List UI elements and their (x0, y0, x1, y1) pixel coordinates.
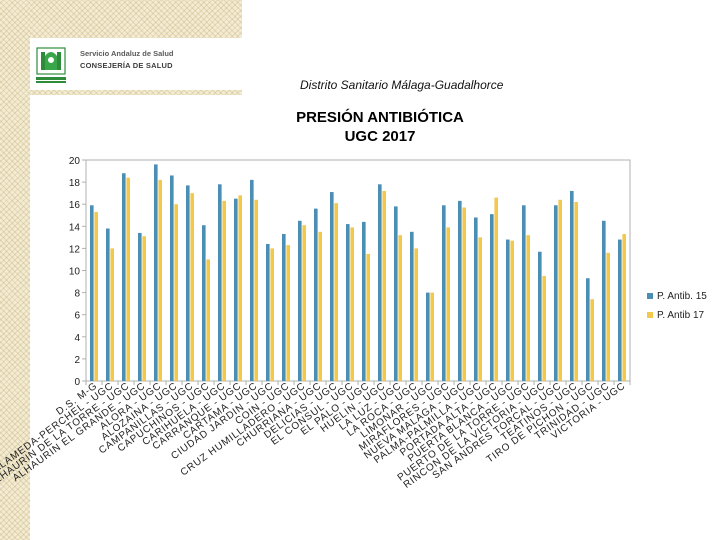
bar-p-antib-15 (298, 220, 302, 381)
y-tick-label: 20 (69, 156, 81, 167)
bar-p-antib-15 (266, 243, 270, 381)
bar-p-antib-17 (446, 227, 450, 381)
bar-p-antib-17 (606, 252, 610, 381)
bar-p-antib-15 (90, 205, 94, 381)
junta-andalucia-emblem (36, 47, 66, 83)
y-tick-label: 2 (74, 355, 80, 366)
bar-p-antib-17 (382, 190, 386, 381)
bar-p-antib-15 (442, 205, 446, 381)
bar-p-antib-15 (346, 224, 350, 381)
bar-p-antib-15 (458, 200, 462, 381)
bar-p-antib-17 (334, 203, 338, 381)
bar-p-antib-17 (126, 177, 130, 381)
bar-p-antib-17 (190, 193, 194, 381)
bar-p-antib-17 (302, 225, 306, 381)
bar-p-antib-17 (526, 235, 530, 381)
plot-frame (85, 159, 631, 382)
bar-p-antib-15 (586, 278, 590, 381)
bar-p-antib-17 (110, 248, 114, 381)
chart-title-line-2: UGC 2017 (344, 128, 416, 145)
bar-p-antib-15 (106, 228, 110, 381)
bar-p-antib-17 (622, 234, 626, 381)
bar-p-antib-17 (366, 253, 370, 381)
y-tick-label: 16 (69, 200, 81, 211)
bar-p-antib-17 (206, 259, 210, 381)
y-tick-label: 12 (69, 244, 81, 255)
bar-p-antib-17 (270, 248, 274, 381)
bar-p-antib-15 (314, 208, 318, 381)
bar-p-antib-17 (350, 227, 354, 381)
y-tick-label: 0 (74, 377, 80, 388)
bar-p-antib-17 (430, 292, 434, 381)
y-tick-label: 10 (69, 267, 81, 278)
bar-p-antib-17 (478, 237, 482, 381)
bar-p-antib-15 (138, 232, 142, 381)
legend-label: P. Antib. 15 (657, 291, 707, 302)
bar-p-antib-15 (218, 184, 222, 381)
district-subtitle: Distrito Sanitario Málaga-Guadalhorce (300, 78, 504, 92)
bar-p-antib-15 (570, 190, 574, 381)
bar-p-antib-15 (378, 184, 382, 381)
bar-p-antib-17 (398, 235, 402, 381)
logo-block: Servicio Andaluz de Salud CONSEJERÍA DE … (30, 38, 242, 90)
bar-p-antib-17 (286, 245, 290, 381)
bar-p-antib-15 (554, 205, 558, 381)
chart-title: PRESIÓN ANTIBIÓTICA UGC 2017 (260, 108, 500, 146)
bar-p-antib-17 (238, 195, 242, 381)
org-line-1: Servicio Andaluz de Salud (80, 49, 174, 58)
bar-p-antib-15 (202, 225, 206, 381)
organization-text: Servicio Andaluz de Salud CONSEJERÍA DE … (80, 48, 174, 72)
decorative-side-stripe (0, 0, 30, 540)
bar-p-antib-17 (462, 207, 466, 381)
chart-title-line-1: PRESIÓN ANTIBIÓTICA (296, 109, 464, 126)
bar-p-antib-15 (186, 185, 190, 381)
bar-p-antib-15 (506, 239, 510, 381)
y-tick-label: 18 (69, 178, 81, 189)
bar-p-antib-15 (362, 221, 366, 381)
y-tick-label: 14 (69, 222, 81, 233)
bar-p-antib-15 (618, 239, 622, 381)
bar-p-antib-17 (510, 240, 514, 381)
bar-p-antib-17 (414, 248, 418, 381)
bar-p-antib-15 (154, 164, 158, 381)
legend-swatch (647, 293, 653, 299)
bar-p-antib-15 (234, 198, 238, 381)
y-tick-label: 8 (74, 289, 80, 300)
bar-p-antib-15 (170, 175, 174, 381)
bar-p-antib-17 (494, 197, 498, 381)
bar-p-antib-15 (522, 205, 526, 381)
bar-p-antib-17 (254, 199, 258, 381)
bar-p-antib-17 (158, 179, 162, 381)
bar-p-antib-15 (282, 234, 286, 381)
bar-p-antib-15 (490, 214, 494, 381)
bar-p-antib-15 (330, 192, 334, 381)
bar-p-antib-17 (590, 299, 594, 381)
bar-p-antib-15 (394, 206, 398, 381)
bar-p-antib-17 (318, 231, 322, 381)
bar-p-antib-17 (142, 236, 146, 381)
y-tick-label: 4 (74, 333, 80, 344)
bar-p-antib-15 (410, 231, 414, 381)
y-tick-label: 6 (74, 311, 80, 322)
bar-p-antib-15 (122, 173, 126, 381)
legend-label: P. Antib 17 (657, 310, 705, 321)
bar-p-antib-15 (538, 251, 542, 381)
legend-swatch (647, 312, 653, 318)
bar-p-antib-17 (94, 211, 98, 381)
bar-p-antib-17 (222, 200, 226, 381)
bar-p-antib-15 (250, 179, 254, 381)
bar-p-antib-17 (558, 199, 562, 381)
bar-p-antib-17 (574, 201, 578, 381)
bar-p-antib-15 (474, 217, 478, 381)
bar-p-antib-17 (174, 204, 178, 381)
bar-p-antib-17 (542, 276, 546, 381)
org-line-2: CONSEJERÍA DE SALUD (80, 61, 173, 70)
bar-p-antib-15 (426, 292, 430, 381)
bar-p-antib-15 (602, 220, 606, 381)
